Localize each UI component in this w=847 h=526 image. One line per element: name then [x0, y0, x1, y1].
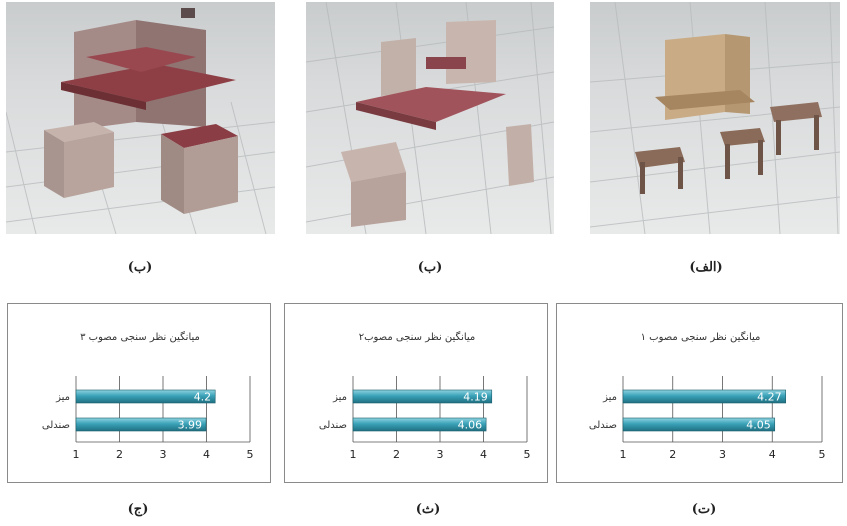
- bar-value-label: 4.27: [757, 391, 782, 404]
- bar-chart-3: میانگین نظر سنجی مصوب ۳ 1 2 3 4 5 4.2 میز 3.99 صن…: [42, 331, 254, 461]
- bar-value-label: 3.99: [178, 419, 203, 432]
- x-tick-label: 2: [669, 448, 676, 461]
- bar: [75, 417, 207, 432]
- chart-panel-left: میانگین نظر سنجی مصوب ۳ 1 2 3 4 5 4.2 میز 3.99 صن…: [7, 303, 271, 483]
- image-label-middle: (ب): [417, 260, 443, 275]
- chart-label-right: (ت): [691, 502, 717, 517]
- x-tick-label: 3: [160, 448, 167, 461]
- x-tick-label: 1: [350, 448, 357, 461]
- x-tick-label: 4: [203, 448, 210, 461]
- x-tick-label: 5: [524, 448, 531, 461]
- chart-panel-right: میانگین نظر سنجی مصوب ۱ 1 2 3 4 5 4.27 میز 4.05 ص…: [556, 303, 843, 483]
- furniture-render-curved-desk: [306, 2, 554, 234]
- x-tick-label: 3: [437, 448, 444, 461]
- x-tick-label: 2: [393, 448, 400, 461]
- category-label: صندلی: [589, 420, 617, 431]
- chart-title: میانگین نظر سنجی مصوب ۳: [80, 331, 200, 343]
- render-image-middle: [306, 2, 554, 234]
- furniture-render-bunk-desk: [590, 2, 840, 234]
- bar: [75, 389, 216, 404]
- category-label: میز: [55, 392, 70, 403]
- x-tick-label: 1: [620, 448, 627, 461]
- chart-title: میانگین نظر سنجی مصوب۲: [359, 331, 476, 343]
- category-label: میز: [602, 392, 617, 403]
- x-tick-label: 2: [116, 448, 123, 461]
- furniture-render-corner-desk: [6, 8, 275, 234]
- x-tick-label: 4: [480, 448, 487, 461]
- bar-chart-1: میانگین نظر سنجی مصوب ۱ 1 2 3 4 5 4.27 میز 4.05 ص…: [589, 331, 826, 461]
- x-tick-label: 5: [247, 448, 254, 461]
- bar: [352, 417, 487, 432]
- category-label: صندلی: [319, 420, 347, 431]
- x-tick-label: 1: [73, 448, 80, 461]
- x-tick-label: 3: [719, 448, 726, 461]
- x-tick-label: 4: [769, 448, 776, 461]
- bar-value-label: 4.05: [746, 419, 771, 432]
- category-label: میز: [332, 392, 347, 403]
- bar: [352, 389, 493, 404]
- chart-panel-middle: میانگین نظر سنجی مصوب۲ 1 2 3 4 5 4.19 میز 4.06 صن…: [284, 303, 548, 483]
- bar-value-label: 4.06: [458, 419, 483, 432]
- render-image-right: [590, 2, 840, 234]
- bar: [622, 417, 776, 432]
- bar: [622, 389, 786, 404]
- bar-value-label: 4.2: [194, 391, 212, 404]
- chart-label-left: (ج): [127, 502, 149, 517]
- bar-chart-2: میانگین نظر سنجی مصوب۲ 1 2 3 4 5 4.19 میز 4.06 صن…: [319, 331, 531, 461]
- image-label-left: (ب): [127, 260, 153, 275]
- chart-label-middle: (ث): [415, 502, 441, 517]
- render-image-left: [6, 2, 275, 234]
- category-label: صندلی: [42, 420, 70, 431]
- x-tick-label: 5: [819, 448, 826, 461]
- image-label-right: (الف): [689, 260, 723, 275]
- bar-value-label: 4.19: [463, 391, 488, 404]
- chart-title: میانگین نظر سنجی مصوب ۱: [641, 331, 761, 343]
